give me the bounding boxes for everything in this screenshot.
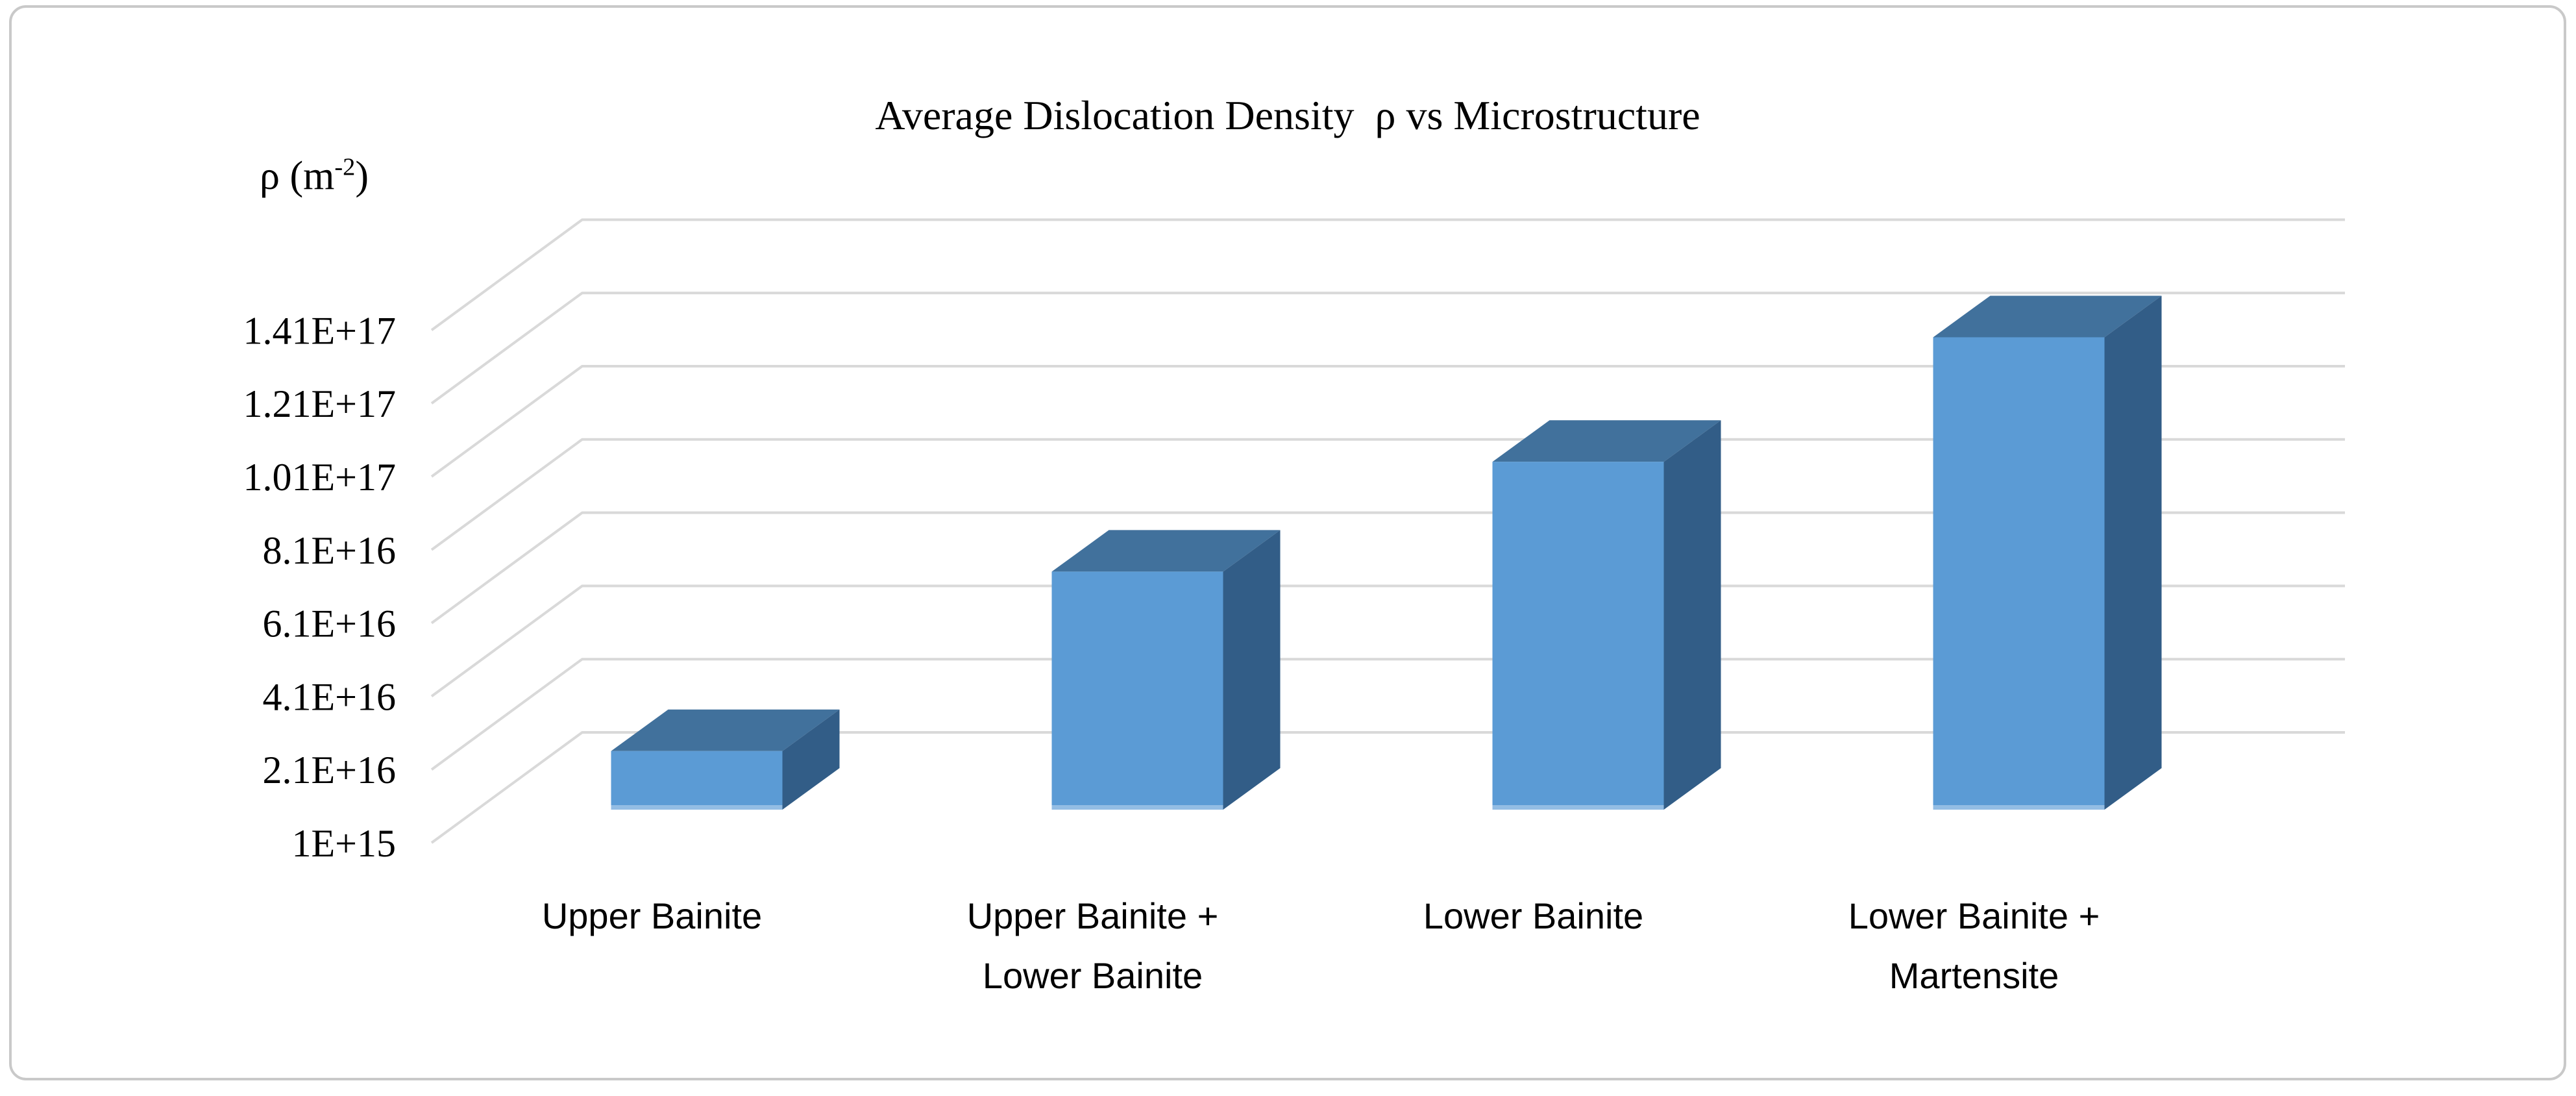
bar-lower-bainite-martensite-top-face: [1933, 295, 2162, 338]
gridline: [430, 584, 2345, 698]
gridline: [430, 658, 2345, 771]
bar-lower-bainite-martensite-bottom-highlight: [1933, 805, 2105, 810]
bar-lower-bainite-bottom-highlight: [1492, 805, 1664, 810]
y-tick-label: 8.1E+16: [263, 529, 397, 572]
x-category-label-line: Lower Bainite: [1423, 895, 1643, 936]
bar-lower-bainite-martensite-side-face: [2104, 295, 2162, 810]
bar-upper-bainite-top-face: [611, 709, 840, 751]
bar-lower-bainite-top-face: [1492, 420, 1721, 462]
x-category-label-line: Upper Bainite: [542, 895, 762, 936]
y-axis-unit-label: ρ (m-2): [260, 153, 369, 199]
bar-upper-bainite-side-face: [782, 709, 840, 810]
y-tick-label: 1E+15: [292, 822, 397, 865]
y-axis-unit-suffix: ): [355, 154, 369, 198]
y-tick-label: 1.41E+17: [243, 309, 397, 352]
y-axis-unit-superscript: -2: [334, 153, 356, 181]
x-category-label-line: Martensite: [1889, 955, 2059, 996]
x-category-label-line: Upper Bainite +: [967, 895, 1219, 936]
x-category-label-line: Lower Bainite +: [1848, 895, 2100, 936]
bar-upper-bainite-lower-bainite-side-face: [1223, 530, 1281, 810]
bar-lower-bainite: [1492, 462, 1664, 810]
gridline: [430, 365, 2345, 478]
x-category-label-line: Lower Bainite: [983, 955, 1203, 996]
bar-lower-bainite-side-face: [1663, 420, 1721, 810]
y-tick-label: 2.1E+16: [263, 749, 397, 791]
gridline: [430, 438, 2345, 551]
chart-title: Average Dislocation Density ρ vs Microst…: [875, 92, 1700, 138]
bar-upper-bainite-lower-bainite-top-face: [1051, 530, 1281, 572]
bar-upper-bainite-lower-bainite: [1051, 571, 1223, 810]
bar-upper-bainite-lower-bainite-bottom-highlight: [1051, 805, 1223, 810]
y-axis-unit-prefix: ρ (m: [260, 154, 335, 198]
gridline: [430, 292, 2345, 405]
gridline: [430, 218, 2345, 332]
bar-upper-bainite: [611, 751, 783, 810]
gridline: [430, 511, 2345, 625]
y-tick-label: 6.1E+16: [263, 603, 397, 645]
bar-lower-bainite-martensite: [1933, 337, 2105, 810]
bar-upper-bainite-bottom-highlight: [611, 805, 783, 810]
gridline: [430, 731, 2345, 844]
y-tick-label: 1.21E+17: [243, 382, 397, 425]
y-tick-label: 4.1E+16: [263, 675, 397, 718]
y-tick-label: 1.01E+17: [243, 456, 397, 499]
